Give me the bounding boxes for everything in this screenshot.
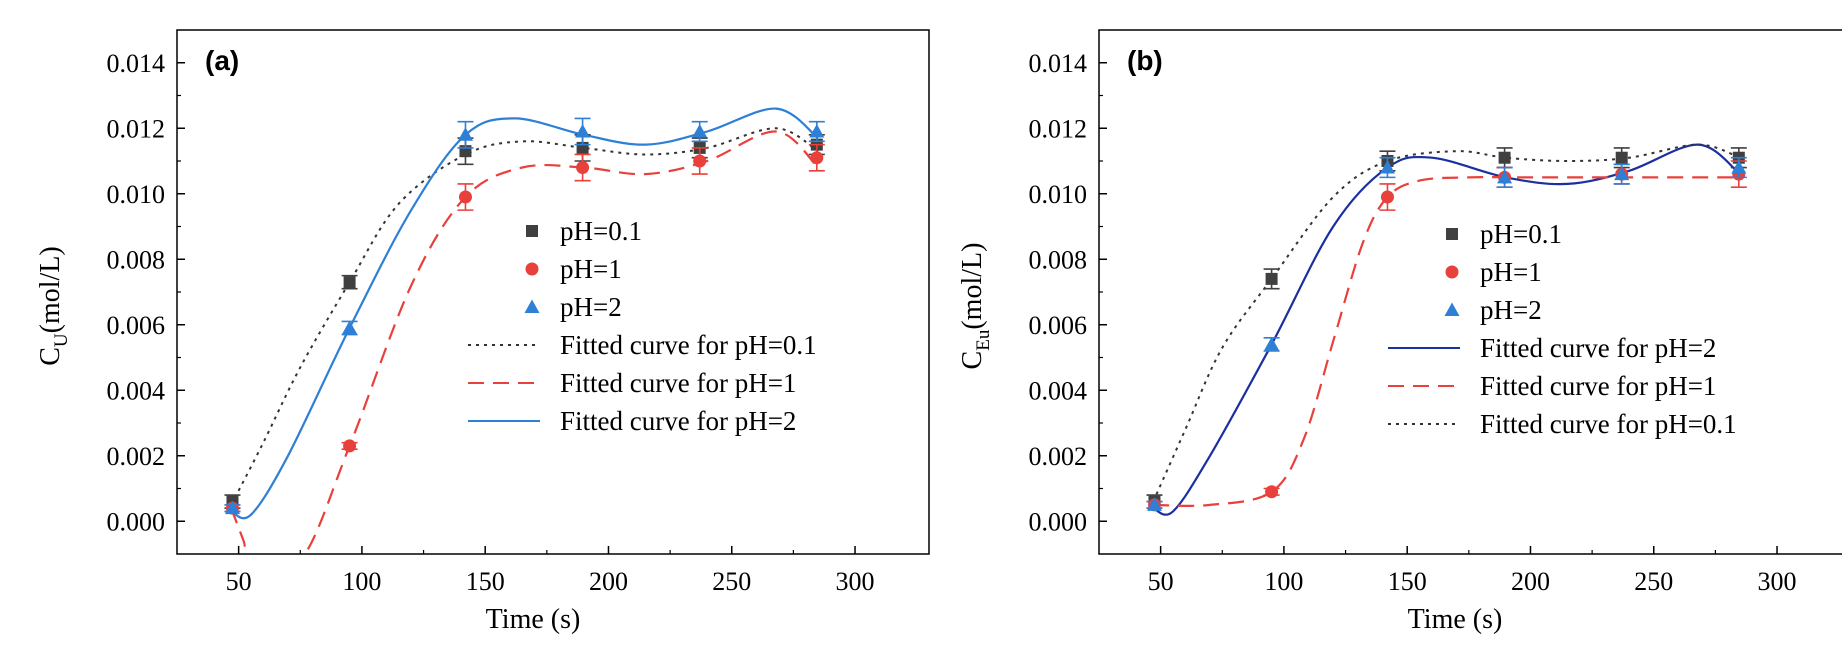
legend-marker-2 [1444, 302, 1460, 316]
fit-curves [1152, 143, 1741, 516]
data-point-1-3 [576, 161, 590, 175]
y-tick-label: 0.004 [1029, 376, 1088, 405]
x-tick-label: 200 [589, 567, 628, 596]
legend-marker-0 [1446, 228, 1458, 240]
y-tick-label: 0.008 [107, 245, 166, 274]
legend-marker-0 [526, 225, 538, 237]
fit-curve-0 [230, 127, 819, 506]
y-tick-label: 0.006 [107, 311, 166, 340]
series-2 [1146, 156, 1747, 511]
y-axis-title-subscript: Eu [973, 329, 994, 351]
data-point-2-5 [1731, 160, 1747, 174]
plot-frame [1098, 29, 1842, 555]
y-tick-label: 0.004 [107, 376, 166, 405]
y-axis-title-unit: (mol/L) [35, 246, 66, 333]
fit-curve-2 [1152, 143, 1741, 503]
y-tick-label: 0.008 [1029, 245, 1088, 274]
x-tick-label: 150 [1388, 567, 1427, 596]
x-tick-label: 300 [1758, 567, 1797, 596]
x-axis-title: Time (s) [1408, 604, 1503, 635]
legend-marker-1 [525, 262, 539, 276]
data-point-2-0 [224, 500, 240, 515]
panel-label: (a) [205, 45, 239, 76]
x-tick-label: 150 [466, 567, 505, 596]
data-point-0-3 [1498, 151, 1511, 164]
data-point-1-1 [1265, 485, 1279, 499]
y-tick-label: 0.000 [1029, 507, 1088, 536]
data-point-2-4 [692, 124, 708, 138]
y-tick-label: 0.014 [107, 49, 166, 78]
legend-label: Fitted curve for pH=1 [1480, 371, 1716, 401]
y-tick-label: 0.000 [107, 507, 166, 536]
legend-label: pH=1 [1480, 257, 1542, 287]
x-tick-label: 200 [1511, 567, 1550, 596]
data-point-0-1 [1265, 272, 1278, 285]
data-point-2-1 [1264, 336, 1280, 351]
data-point-2-0 [1146, 497, 1162, 511]
y-tick-label: 0.012 [107, 114, 166, 143]
plot-frame [176, 29, 930, 555]
x-tick-label: 50 [1148, 567, 1174, 596]
legend-marker-2 [524, 299, 540, 313]
legend: pH=0.1 pH=1 pH=2 Fitted curve for pH=2 Fitte… [1388, 219, 1737, 439]
panel-label: (b) [1127, 45, 1163, 76]
legend-label: Fitted curve for pH=0.1 [1480, 409, 1737, 439]
data-point-1-2 [458, 190, 472, 204]
fit-curve-2 [230, 107, 819, 520]
y-tick-label: 0.014 [1029, 49, 1088, 78]
data-point-1-1 [343, 439, 357, 453]
x-tick-label: 250 [1634, 567, 1673, 596]
x-tick-label: 100 [342, 567, 381, 596]
y-tick-label: 0.006 [1029, 311, 1088, 340]
y-tick-label: 0.010 [107, 180, 166, 209]
data-point-2-2 [457, 127, 473, 141]
y-axis-title: CU(mol/L) [35, 246, 72, 366]
series-0 [224, 134, 825, 509]
legend-label: pH=2 [560, 292, 622, 322]
y-tick-label: 0.010 [1029, 180, 1088, 209]
legend-label: pH=1 [560, 254, 622, 284]
x-tick-label: 250 [712, 567, 751, 596]
legend-label: pH=2 [1480, 295, 1542, 325]
legend-label: Fitted curve for pH=2 [1480, 333, 1716, 363]
y-tick-label: 0.002 [107, 442, 166, 471]
legend: pH=0.1 pH=1 pH=2 Fitted curve for pH=0.1 Fit… [468, 216, 817, 436]
data-point-2-1 [342, 320, 358, 335]
legend-label: Fitted curve for pH=2 [560, 406, 796, 436]
data-point-2-5 [809, 124, 825, 138]
fit-curve-0 [1152, 143, 1741, 516]
fit-curve-1 [1153, 176, 1740, 507]
y-axis-title-unit: (mol/L) [957, 243, 988, 330]
data-point-2-4 [1614, 166, 1630, 181]
data-point-2-3 [575, 124, 591, 138]
data-point-0-4 [1615, 151, 1628, 164]
x-tick-label: 100 [1264, 567, 1303, 596]
data-point-1-2 [1380, 190, 1394, 204]
legend-label: pH=0.1 [560, 216, 642, 246]
y-tick-label: 0.012 [1029, 114, 1088, 143]
legend-label: pH=0.1 [1480, 219, 1562, 249]
panel-a: 50 100 150 200 250 300 0.000 0.002 0.004 0.006 0.0… [35, 29, 930, 635]
series-2 [224, 117, 825, 515]
x-tick-label: 50 [226, 567, 252, 596]
data-point-2-2 [1379, 160, 1395, 174]
panel-b: 50 100 150 200 250 300 0.000 0.002 0.004 0.006 0.0… [957, 29, 1842, 635]
data-point-1-4 [693, 154, 707, 168]
y-axis-title-main: C [957, 351, 988, 370]
y-tick-label: 0.002 [1029, 442, 1088, 471]
data-point-2-3 [1497, 169, 1513, 184]
y-axis-title-subscript: U [51, 333, 72, 347]
y-axis-title: CEu(mol/L) [957, 243, 994, 370]
y-axis-title-main: C [35, 347, 66, 366]
data-point-1-5 [810, 151, 824, 165]
legend-label: Fitted curve for pH=0.1 [560, 330, 817, 360]
x-axis-title: Time (s) [486, 604, 581, 635]
series-0 [1146, 147, 1747, 509]
legend-label: Fitted curve for pH=1 [560, 368, 796, 398]
x-tick-label: 300 [836, 567, 875, 596]
legend-marker-1 [1445, 265, 1459, 279]
data-point-0-1 [343, 276, 356, 289]
